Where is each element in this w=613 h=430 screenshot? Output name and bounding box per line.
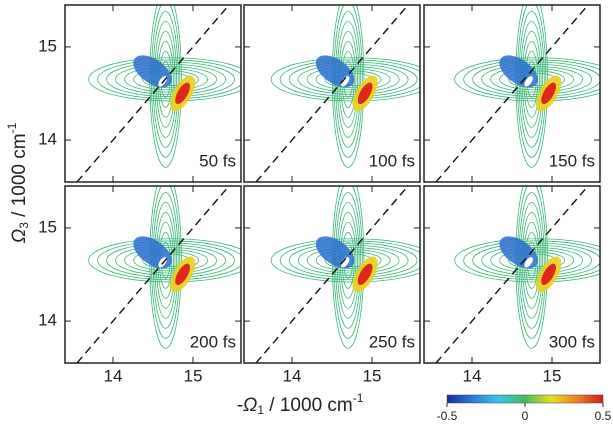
panel-label: 300 fs — [549, 332, 595, 351]
panel-plot — [76, 5, 241, 182]
panel-plot — [255, 186, 420, 363]
panel-plot — [76, 186, 241, 363]
panel-frame — [64, 185, 242, 364]
contour-decoration — [175, 82, 190, 105]
panel: 14 15 14 15 200 fs — [38, 185, 242, 385]
colorbar — [446, 394, 604, 404]
x-tick-label: 14 — [104, 366, 123, 385]
panel-label: 50 fs — [199, 151, 236, 170]
colorbar-tick-label: 0.5 — [595, 409, 612, 423]
y-label-symbol: Ω — [9, 229, 30, 243]
x-tick-label: 15 — [184, 366, 203, 385]
y-tick-label: 15 — [38, 36, 57, 55]
colorbar-tick-label: 0 — [522, 409, 529, 423]
panel-frame — [243, 4, 421, 183]
y-tick-label: 14 — [38, 130, 57, 149]
contour-decoration — [340, 257, 350, 268]
contour-decoration — [524, 76, 533, 87]
panel: 150 fs — [423, 4, 601, 183]
panel: 14 15 50 fs — [38, 4, 242, 183]
contour-decoration — [279, 240, 420, 281]
x-label-symbol: -Ω — [237, 395, 258, 416]
panel-plot — [255, 5, 420, 182]
x-tick-label: 15 — [543, 366, 562, 385]
colorbar-tick-label: -0.5 — [437, 409, 458, 423]
y-axis-label: Ω3 / 1000 cm-1 — [5, 122, 31, 243]
panel-frame — [423, 4, 601, 183]
y-label-superscript: -1 — [5, 122, 19, 133]
x-tick-label: 14 — [463, 366, 482, 385]
y-tick-label: 15 — [38, 217, 57, 236]
contour-decoration — [97, 240, 241, 281]
panel: 14 15 300 fs — [423, 185, 601, 385]
contour-decoration — [142, 70, 200, 89]
x-label-subscript: 1 — [257, 403, 264, 417]
panel: 100 fs — [243, 4, 421, 183]
contour-decoration — [175, 263, 190, 286]
contour-decoration — [463, 59, 600, 100]
x-label-superscript: -1 — [353, 391, 364, 405]
panel-label: 250 fs — [369, 332, 415, 351]
panel-plot — [435, 5, 600, 182]
panel-frame — [64, 4, 242, 183]
contour-decoration — [124, 66, 218, 93]
y-label-unit: / 1000 cm — [9, 133, 30, 222]
panel: 14 15 250 fs — [243, 185, 421, 385]
panel-frame — [423, 185, 601, 364]
panel-plot — [435, 186, 600, 363]
x-tick-label: 14 — [283, 366, 302, 385]
panel-label: 200 fs — [190, 332, 236, 351]
contour-decoration — [490, 66, 584, 93]
contour-decoration — [357, 263, 373, 286]
contour-decoration — [133, 249, 209, 272]
x-axis-label: -Ω1 / 1000 cm-1 — [237, 391, 364, 417]
contour-decoration — [124, 247, 218, 274]
contour-decoration — [357, 82, 373, 105]
contour-decoration — [541, 263, 557, 286]
panel-frame — [243, 185, 421, 364]
contour-decoration — [306, 66, 400, 93]
x-tick-label: 15 — [363, 366, 382, 385]
contour-decoration — [324, 70, 382, 89]
contour-decoration — [490, 247, 584, 274]
contour-decoration — [508, 70, 566, 89]
contour-decoration — [541, 82, 557, 105]
contour-decoration — [499, 249, 575, 272]
contour-decoration — [499, 68, 575, 91]
contour-decoration — [508, 251, 566, 270]
contour-decoration — [524, 257, 533, 268]
y-tick-label: 14 — [38, 311, 57, 330]
contour-decoration — [463, 240, 600, 281]
panel-label: 100 fs — [369, 151, 415, 170]
x-label-unit: / 1000 cm — [264, 395, 353, 416]
contour-decoration — [142, 251, 200, 270]
y-label-subscript: 3 — [17, 222, 31, 229]
contour-decoration — [133, 68, 209, 91]
contour-decoration — [279, 59, 420, 100]
contour-decoration — [324, 251, 382, 270]
contour-decoration — [340, 76, 350, 87]
panel-label: 150 fs — [549, 151, 595, 170]
contour-decoration — [306, 247, 400, 274]
contour-decoration — [97, 59, 241, 100]
